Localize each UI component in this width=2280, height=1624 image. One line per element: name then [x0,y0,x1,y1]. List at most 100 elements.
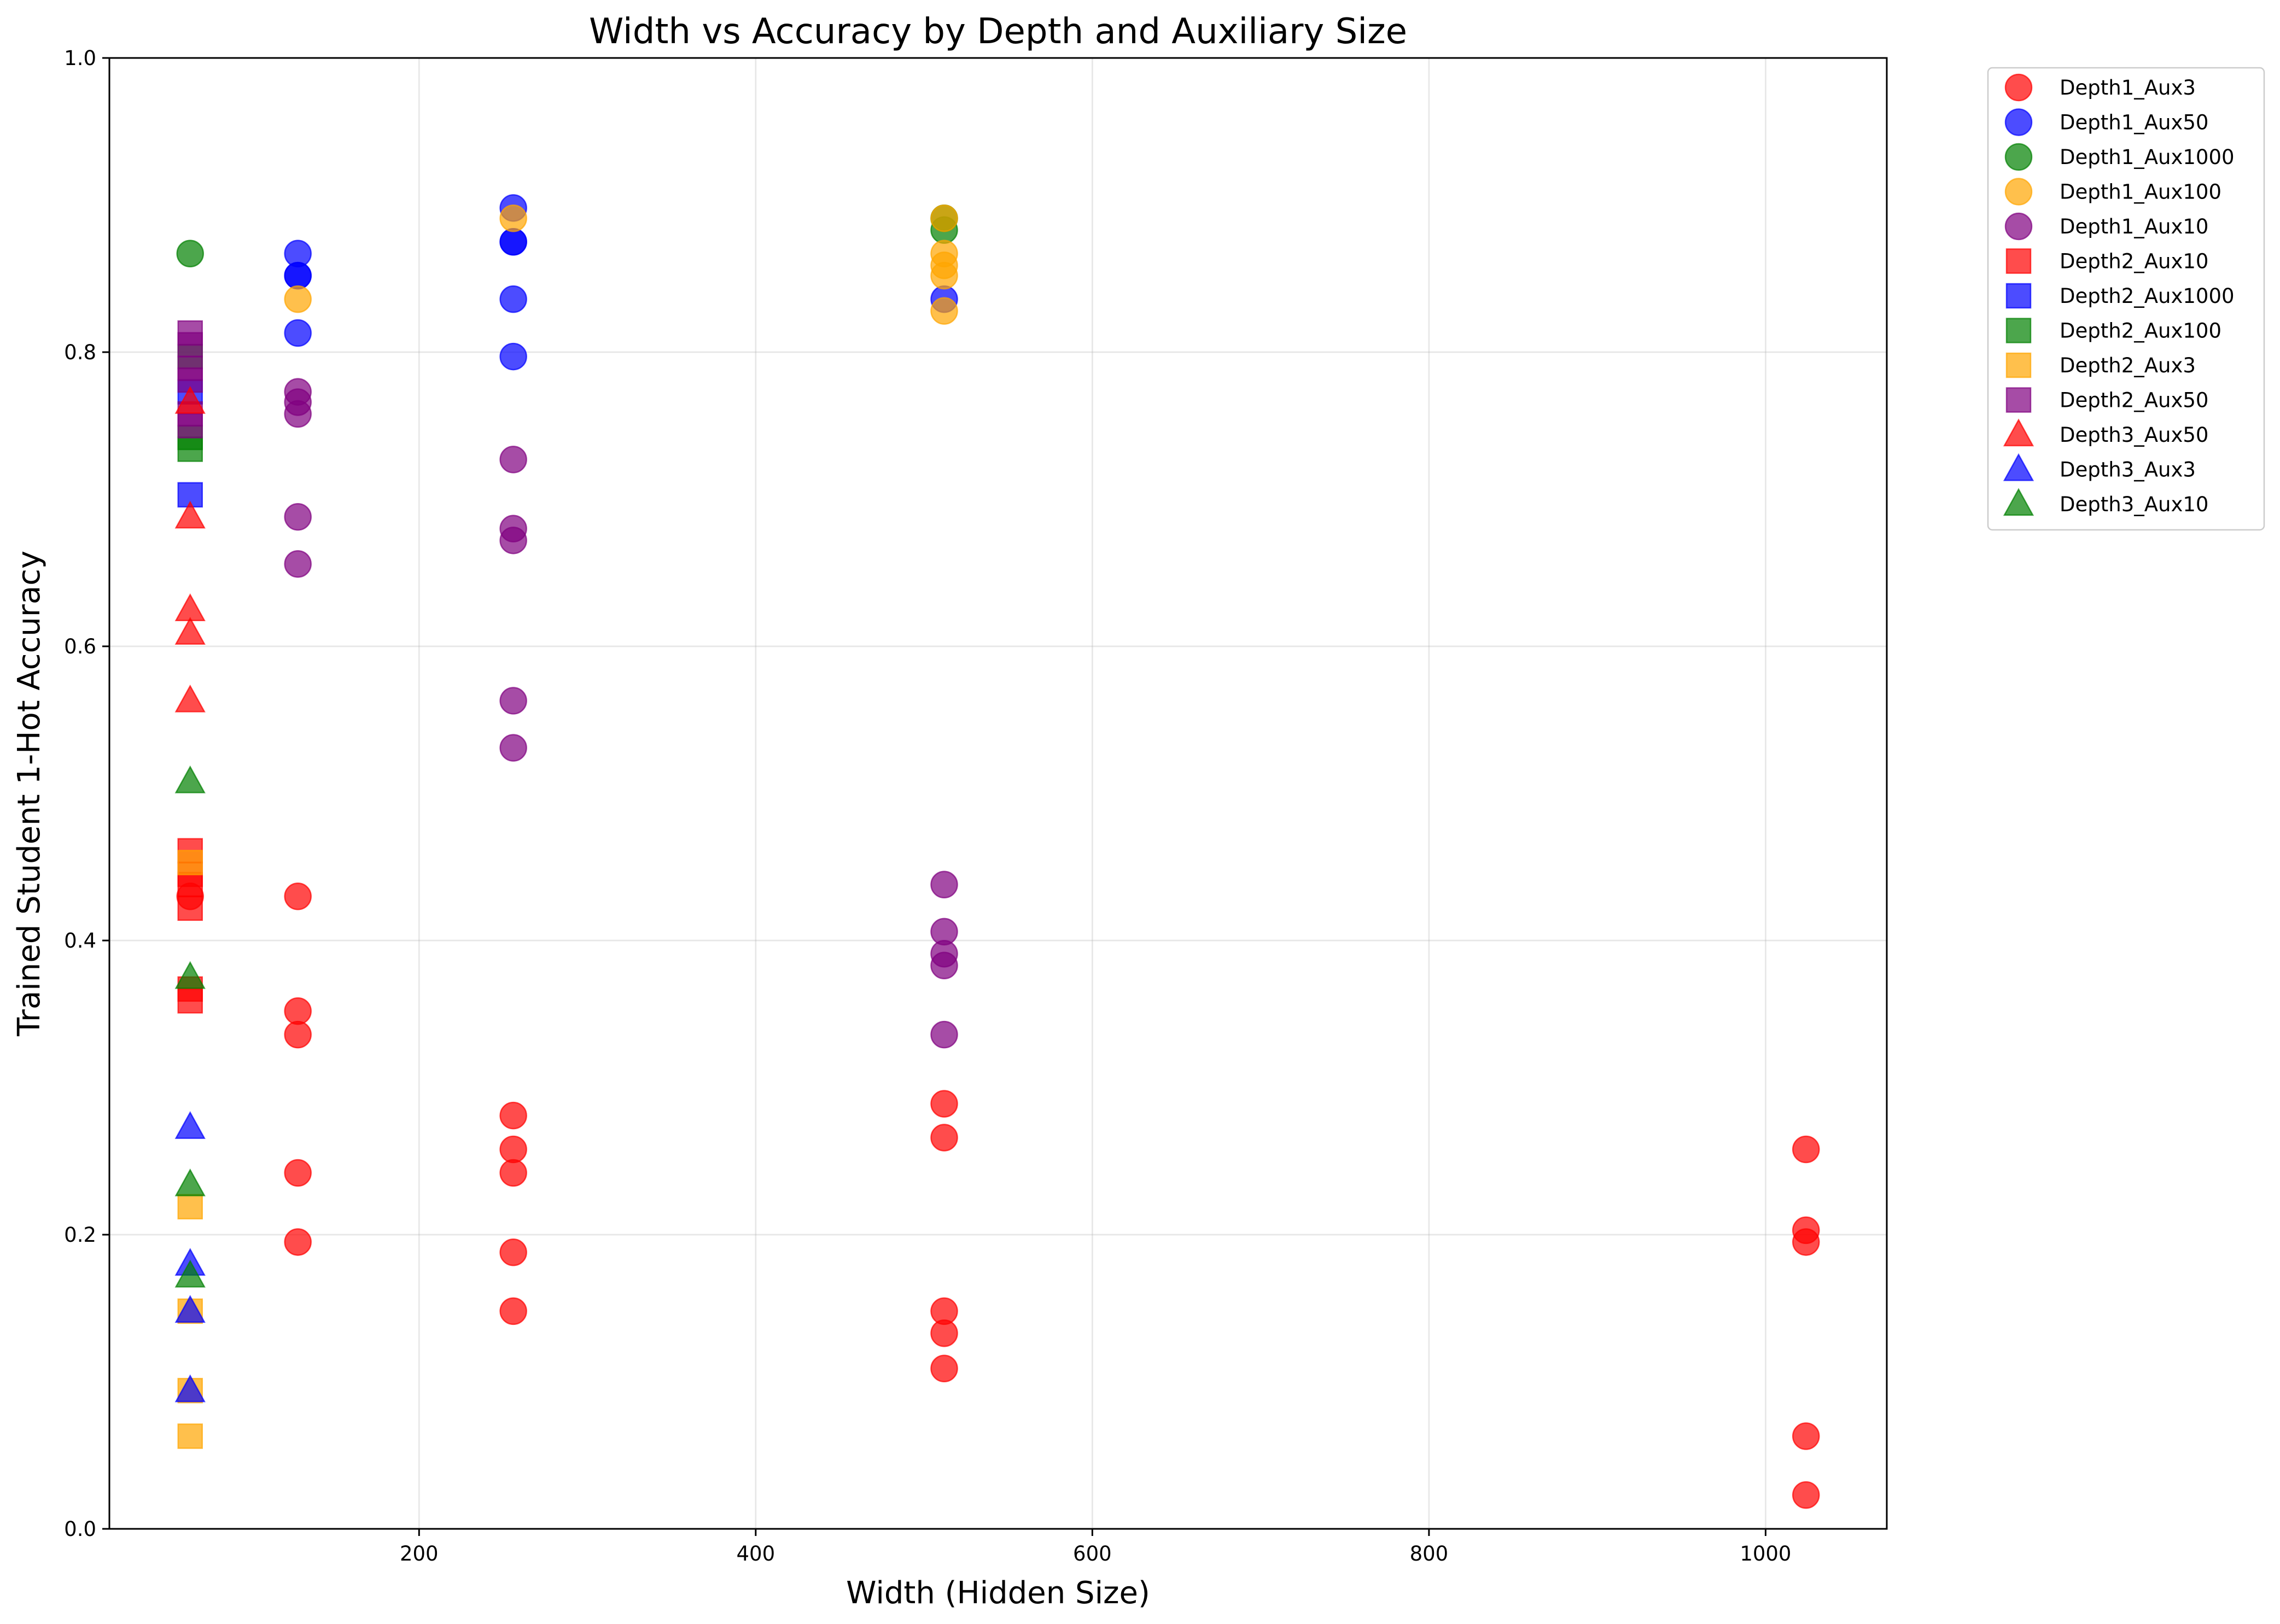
legend-label: Depth1_Aux10 [2060,215,2208,238]
x-tick-label: 200 [400,1542,439,1565]
y-tick-label: 0.4 [64,929,96,953]
data-point [499,342,527,371]
data-point [177,988,203,1014]
data-point [174,961,206,989]
data-point [499,734,527,762]
data-point [174,1295,206,1323]
data-point [284,1159,312,1187]
legend-item: Depth3_Aux50 [2003,418,2208,447]
series-depth1-aux10 [284,378,958,1049]
data-point [499,527,527,554]
data-point [177,1194,203,1220]
data-point [284,319,312,347]
data-point [1792,1422,1820,1450]
data-point [1792,1481,1820,1509]
data-point [499,204,527,232]
series-depth3-aux50 [174,385,206,712]
chart-title: Width vs Accuracy by Depth and Auxiliary… [589,11,1407,52]
data-point [174,385,206,414]
legend-marker [2004,143,2033,171]
data-point [174,617,206,645]
legend: Depth1_Aux3 Depth1_Aux50 Depth1_Aux1000 Dep… [1987,67,2265,531]
series-depth1-aux100 [284,204,958,325]
legend-label: Depth1_Aux50 [2060,111,2208,135]
data-point [499,1159,527,1187]
data-point [930,1319,958,1347]
x-tick-label: 800 [1410,1542,1449,1565]
legend-marker [2003,453,2034,481]
data-point [174,1374,206,1403]
data-point [284,1020,312,1049]
data-point [177,436,203,462]
legend-label: Depth2_Aux1000 [2060,284,2235,308]
legend-label: Depth1_Aux1000 [2060,145,2235,169]
legend-label: Depth1_Aux100 [2060,180,2221,204]
data-point [177,850,203,875]
legend-marker [2004,108,2033,136]
legend-marker [2003,418,2034,447]
data-point [499,285,527,313]
data-point [177,367,203,393]
data-point [930,204,958,232]
data-point [930,951,958,979]
series-depth3-aux10 [174,765,206,1288]
legend-label: Depth3_Aux50 [2060,423,2208,447]
data-point [499,1297,527,1325]
data-point [177,1423,203,1449]
data-points [174,194,1820,1509]
legend-item: Depth1_Aux1000 [2004,143,2235,171]
legend-label: Depth2_Aux50 [2060,389,2208,412]
data-point [499,1101,527,1130]
legend-item: Depth2_Aux10 [2005,248,2208,274]
legend-label: Depth2_Aux100 [2060,319,2221,343]
plot-frame [108,57,1888,1530]
y-tick-label: 0.0 [64,1517,96,1541]
data-point [177,895,203,921]
data-point [284,550,312,578]
data-point [930,1020,958,1049]
legend-label: Depth2_Aux3 [2060,354,2196,377]
data-point [174,765,206,793]
data-point [499,446,527,474]
data-point [1792,1228,1820,1256]
legend-label: Depth2_Aux10 [2060,250,2208,273]
data-point [284,400,312,428]
y-axis-label: Trained Student 1-Hot Accuracy [11,551,47,1037]
data-point [499,228,527,256]
legend-item: Depth1_Aux10 [2004,212,2208,241]
data-point [177,332,203,358]
data-point [284,1228,312,1256]
legend-marker [2004,73,2033,102]
data-point [174,1168,206,1196]
y-axis: 0.0 0.2 0.4 0.6 0.8 1.0 [64,46,109,1541]
data-point [930,297,958,325]
legend-marker [2004,212,2033,241]
data-point [174,684,206,712]
y-tick-label: 0.6 [64,635,96,658]
data-point [930,261,958,290]
legend-box [1987,67,2265,531]
data-point [176,239,204,268]
y-tick-label: 1.0 [64,46,96,70]
data-point [284,997,312,1025]
data-point [499,687,527,715]
data-point [177,872,203,898]
data-point [284,285,312,313]
legend-marker [2005,352,2032,378]
series-depth2-aux50 [177,320,203,439]
legend-label: Depth1_Aux3 [2060,76,2196,100]
legend-item: Depth2_Aux3 [2005,352,2196,378]
legend-item: Depth3_Aux10 [2003,488,2208,516]
x-tick-label: 1000 [1740,1542,1791,1565]
legend-marker [2005,248,2032,274]
legend-item: Depth1_Aux3 [2004,73,2196,102]
data-point [1792,1135,1820,1164]
legend-marker [2005,318,2032,343]
data-point [930,1354,958,1383]
legend-item: Depth1_Aux100 [2004,178,2221,206]
data-point [284,503,312,531]
y-tick-label: 0.8 [64,341,96,364]
data-point [930,1124,958,1152]
